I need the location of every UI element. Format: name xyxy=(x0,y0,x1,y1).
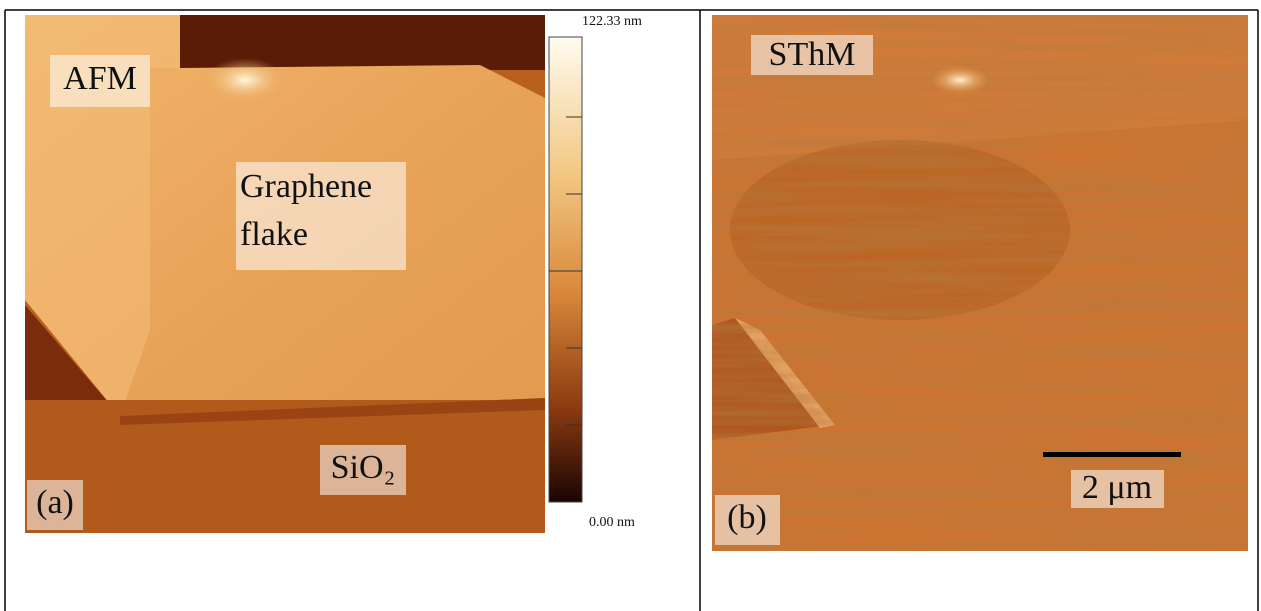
colorbar-min: 0.00 nm xyxy=(589,515,635,530)
mode-label: AFM xyxy=(63,60,137,97)
panel-label: (b) xyxy=(727,499,767,536)
colorbar xyxy=(549,37,582,502)
panel-label: (a) xyxy=(36,484,74,521)
scale-bar-label: 2 μm xyxy=(1082,469,1152,506)
page: 122.33 nm 0.00 nm AFM Graphene flake SiO… xyxy=(0,0,1261,611)
flake-label: flake xyxy=(240,216,308,253)
figure: 122.33 nm 0.00 nm AFM Graphene flake SiO… xyxy=(0,0,1261,611)
mode-label: SThM xyxy=(769,36,856,73)
scale-bar xyxy=(1043,452,1181,457)
sthm-image xyxy=(712,15,1248,551)
substrate-label: SiO₂ xyxy=(331,449,396,486)
flake-label: Graphene xyxy=(240,168,372,205)
colorbar-max: 122.33 nm xyxy=(582,14,642,29)
